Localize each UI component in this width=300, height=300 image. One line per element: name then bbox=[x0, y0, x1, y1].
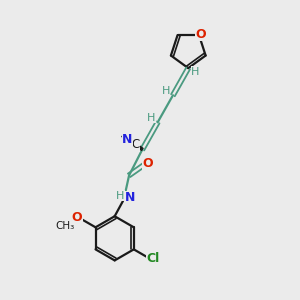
Text: N: N bbox=[124, 191, 135, 205]
Text: O: O bbox=[142, 158, 153, 170]
Text: Cl: Cl bbox=[146, 252, 160, 266]
Text: C: C bbox=[131, 138, 140, 151]
Text: H: H bbox=[191, 67, 200, 77]
Text: O: O bbox=[196, 28, 206, 41]
Text: N: N bbox=[122, 133, 133, 146]
Text: CH₃: CH₃ bbox=[55, 221, 74, 231]
Text: H: H bbox=[161, 86, 170, 97]
Text: O: O bbox=[72, 212, 82, 224]
Text: H: H bbox=[116, 191, 124, 201]
Text: H: H bbox=[147, 113, 155, 123]
